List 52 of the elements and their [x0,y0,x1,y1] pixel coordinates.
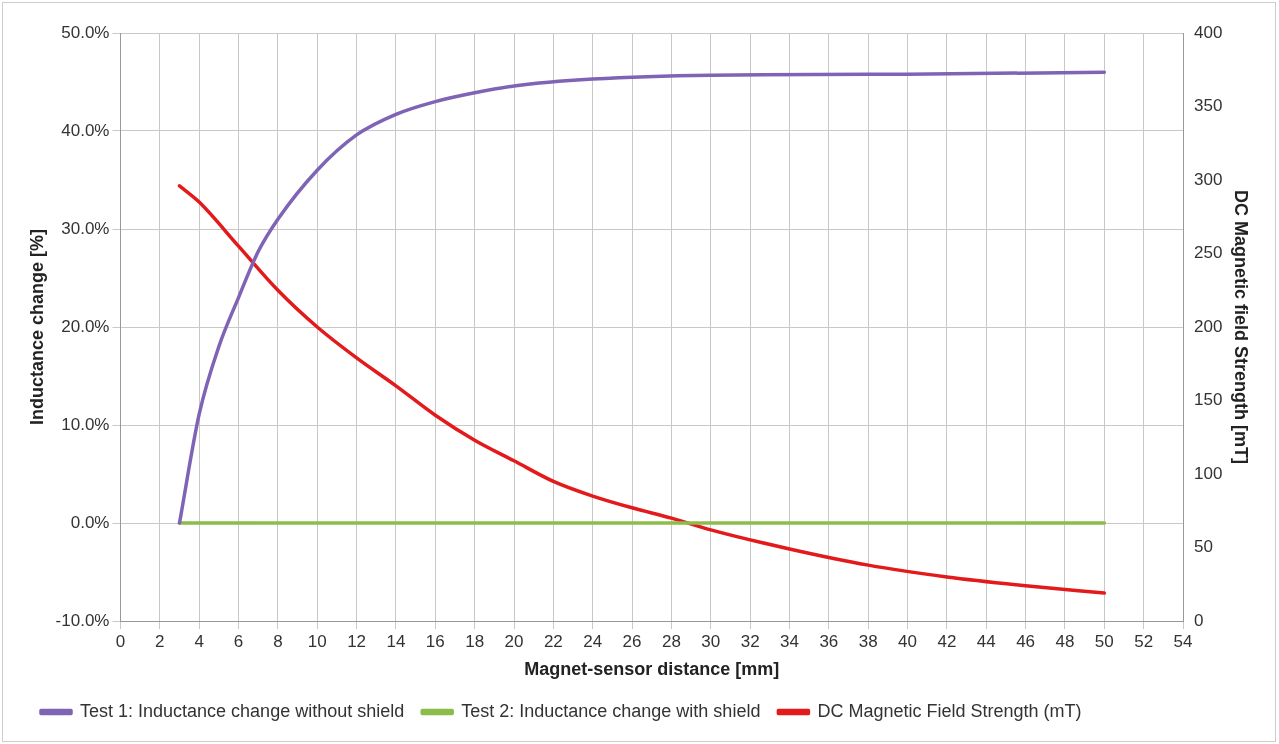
x-tick-label: 52 [1134,631,1154,651]
x-tick-label: 46 [1016,631,1036,651]
x-tick-label: 16 [425,631,445,651]
x-tick-label: 36 [819,631,839,651]
y2-tick-label: 200 [1194,316,1223,336]
legend-label: DC Magnetic Field Strength (mT) [817,700,1082,721]
y-axis-title: Inductance change [%] [26,228,47,426]
x-tick-label: 28 [661,631,681,651]
y2-tick-label: 350 [1194,96,1223,116]
y2-tick-label: 150 [1194,390,1223,410]
legend-label: Test 2: Inductance change with shield [461,700,761,721]
x-tick-label: 32 [740,631,760,651]
x-tick-label: 24 [583,631,603,651]
legend-label: Test 1: Inductance change without shield [80,700,405,721]
x-tick-label: 34 [780,631,799,651]
y2-tick-label: 300 [1194,169,1223,189]
line-series [177,184,1107,595]
x-tick-label: 44 [976,631,996,651]
x-axis-title: Magnet-sensor distance [mm] [524,659,780,680]
line-series [177,70,1107,525]
y2-axis-title: DC Magnetic field Strength [mT] [1231,190,1252,464]
y2-tick-label: 100 [1194,463,1223,483]
y-tick-label: 20.0% [61,316,110,336]
x-tick-label: 54 [1173,631,1193,651]
y2-tick-label: 250 [1194,243,1223,263]
x-tick-label: 12 [347,631,367,651]
x-tick-label: 8 [273,631,283,651]
y-tick-label: -10.0% [55,610,110,630]
y-tick-label: 30.0% [61,218,110,238]
x-tick-label: 0 [115,631,126,651]
y-tick-label: 50.0% [61,22,110,42]
x-tick-label: 50 [1094,631,1114,651]
x-tick-label: 48 [1055,631,1075,651]
x-tick-label: 18 [465,631,485,651]
x-tick-label: 42 [937,631,957,651]
y-tick-label: 10.0% [61,414,110,434]
y-tick-label: 0.0% [70,512,110,532]
x-tick-label: 14 [386,631,406,651]
y2-tick-label: 50 [1194,537,1213,557]
x-tick-label: 20 [504,631,524,651]
x-tick-label: 38 [858,631,878,651]
y2-tick-label: 0 [1194,610,1204,630]
y-tick-label: 40.0% [61,120,110,140]
x-tick-label: 40 [898,631,918,651]
x-tick-label: 30 [701,631,721,651]
x-tick-label: 26 [622,631,642,651]
x-tick-label: 2 [155,631,165,651]
y2-tick-label: 400 [1194,22,1223,42]
x-tick-label: 22 [543,631,563,651]
x-tick-label: 10 [307,631,327,651]
x-tick-label: 6 [233,631,244,651]
x-tick-label: 4 [194,631,204,651]
